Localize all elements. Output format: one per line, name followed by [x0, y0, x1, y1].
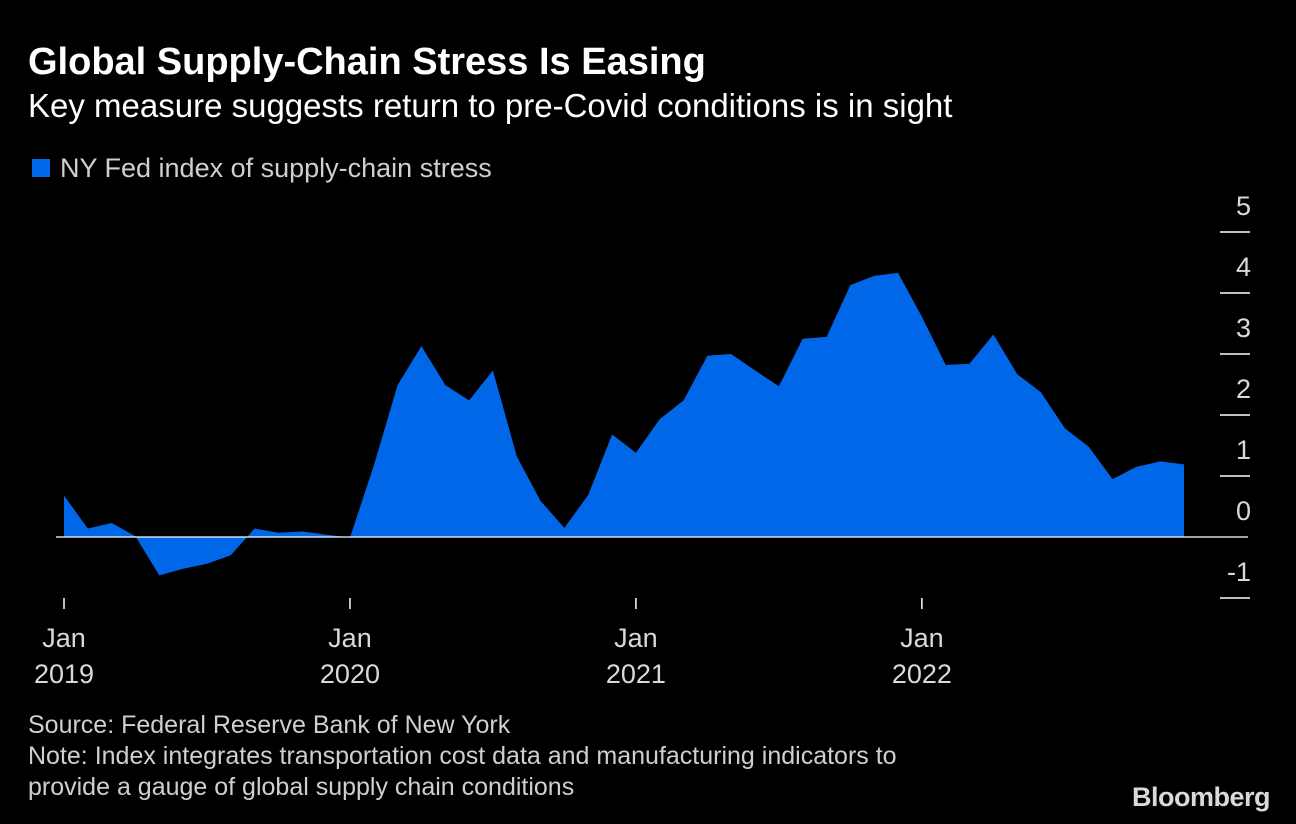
x-tick-label-month: Jan	[42, 623, 86, 653]
chart-subtitle: Key measure suggests return to pre-Covid…	[28, 87, 953, 124]
series-area	[64, 272, 1184, 576]
source-note: Source: Federal Reserve Bank of New York	[28, 711, 511, 739]
x-tick-label-year: 2021	[606, 659, 666, 689]
methodology-note-line-2: provide a gauge of global supply chain c…	[28, 773, 575, 801]
bloomberg-logo: Bloomberg	[1131, 782, 1271, 812]
y-tick-label: -1	[1227, 557, 1251, 587]
y-tick-label: 3	[1236, 313, 1251, 343]
legend-label: NY Fed index of supply-chain stress	[60, 153, 492, 183]
legend-swatch	[32, 159, 50, 177]
y-tick-label: 0	[1236, 496, 1251, 526]
chart-title: Global Supply-Chain Stress Is Easing	[28, 41, 706, 83]
x-tick-label-month: Jan	[900, 623, 944, 653]
x-tick-label-year: 2022	[892, 659, 952, 689]
y-tick-label: 5	[1236, 191, 1251, 221]
legend: NY Fed index of supply-chain stress	[32, 152, 492, 184]
methodology-note-line-1: Note: Index integrates transportation co…	[28, 742, 897, 770]
x-tick-label-month: Jan	[328, 623, 372, 653]
x-tick-label-year: 2020	[320, 659, 380, 689]
y-tick-label: 4	[1236, 252, 1251, 282]
y-tick-label: 2	[1236, 374, 1251, 404]
chart-footer: Source: Federal Reserve Bank of New York…	[28, 710, 897, 803]
y-tick-label: 1	[1236, 435, 1251, 465]
x-tick-label-month: Jan	[614, 623, 658, 653]
x-tick-label-year: 2019	[34, 659, 94, 689]
